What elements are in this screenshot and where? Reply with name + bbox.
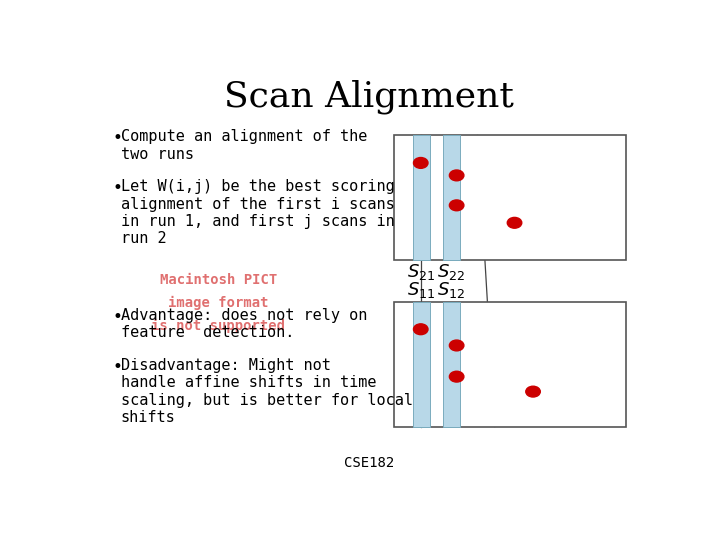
Bar xyxy=(443,136,460,260)
Bar xyxy=(394,136,626,260)
Circle shape xyxy=(449,371,464,382)
Text: $S_{12}$: $S_{12}$ xyxy=(437,280,466,300)
Circle shape xyxy=(508,218,522,228)
Circle shape xyxy=(449,340,464,351)
Text: •: • xyxy=(112,129,122,147)
Text: Advantage: does not rely on
feature  detection.: Advantage: does not rely on feature dete… xyxy=(121,308,367,340)
Text: $S_{21}$: $S_{21}$ xyxy=(408,262,436,282)
Bar xyxy=(413,136,430,260)
Text: •: • xyxy=(112,308,122,326)
Text: CSE182: CSE182 xyxy=(344,456,394,470)
Text: Let W(i,j) be the best scoring
alignment of the first i scans
in run 1, and firs: Let W(i,j) be the best scoring alignment… xyxy=(121,179,395,246)
Text: Compute an alignment of the
two runs: Compute an alignment of the two runs xyxy=(121,129,367,161)
Text: •: • xyxy=(112,179,122,197)
Circle shape xyxy=(449,200,464,211)
Circle shape xyxy=(526,386,540,397)
Text: Macintosh PICT: Macintosh PICT xyxy=(160,273,277,287)
Bar xyxy=(394,302,626,427)
Circle shape xyxy=(413,158,428,168)
Text: is not supported: is not supported xyxy=(151,319,285,333)
Text: image format: image format xyxy=(168,295,269,310)
Circle shape xyxy=(413,324,428,335)
Text: $S_{11}$: $S_{11}$ xyxy=(408,280,436,300)
Bar xyxy=(443,302,460,427)
Circle shape xyxy=(449,170,464,181)
Text: •: • xyxy=(112,358,122,376)
Bar xyxy=(413,302,430,427)
Text: Disadvantage: Might not
handle affine shifts in time
scaling, but is better for : Disadvantage: Might not handle affine sh… xyxy=(121,358,413,425)
Text: $S_{22}$: $S_{22}$ xyxy=(437,262,466,282)
Text: Scan Alignment: Scan Alignment xyxy=(224,79,514,114)
